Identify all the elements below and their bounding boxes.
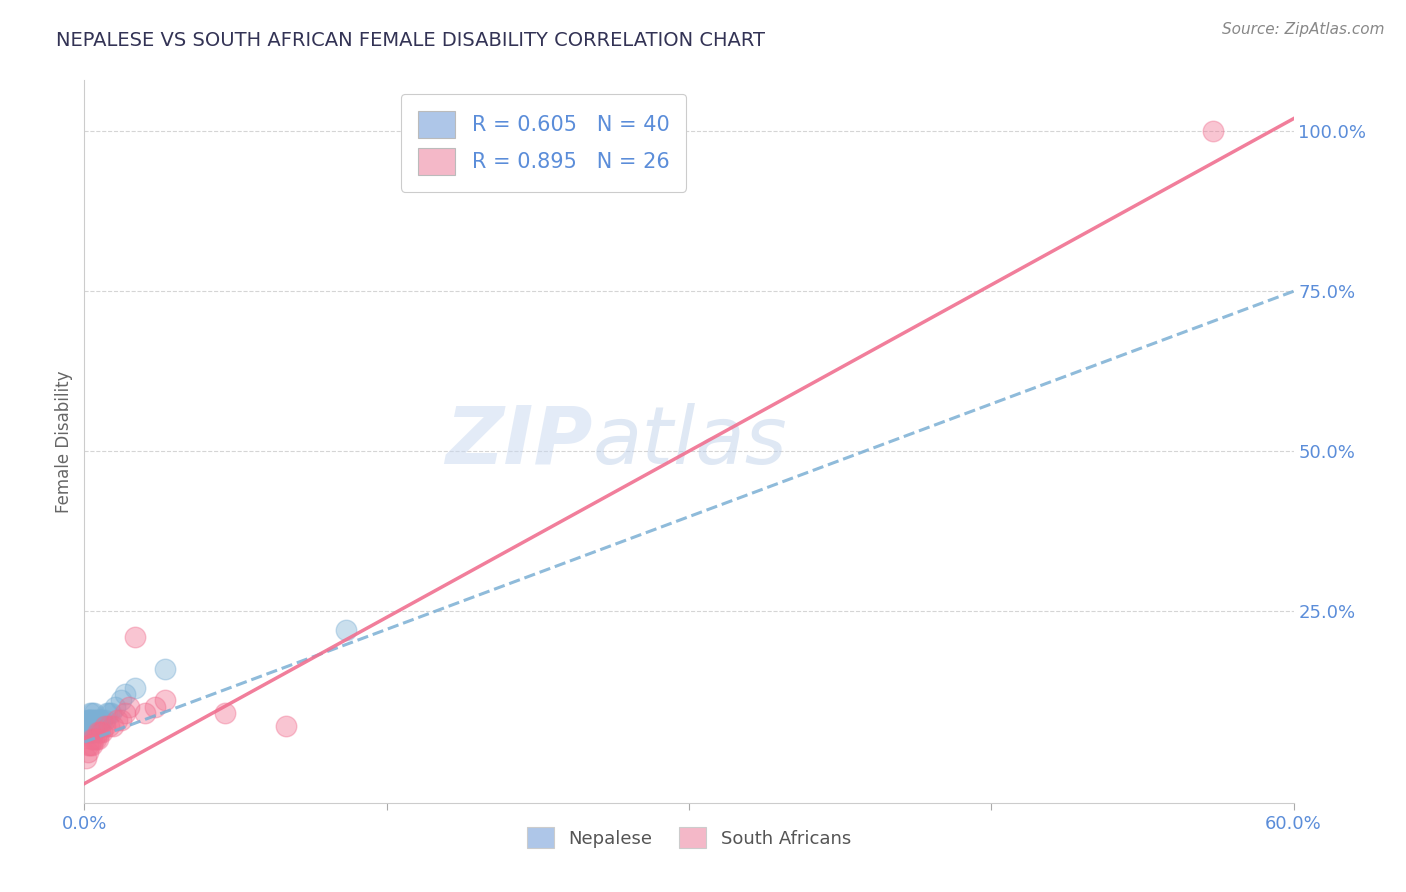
- Point: [93, 713, 115, 727]
- Point: [91, 713, 114, 727]
- Point: [75, 719, 97, 733]
- Point: [97, 719, 120, 733]
- Point: [110, 713, 132, 727]
- Point: [82, 738, 104, 752]
- Point: [83, 731, 105, 746]
- Point: [100, 706, 122, 721]
- Point: [86, 719, 108, 733]
- Point: [91, 725, 114, 739]
- Point: [134, 706, 156, 721]
- Point: [118, 699, 141, 714]
- Point: [83, 706, 105, 721]
- Point: [87, 713, 110, 727]
- Point: [83, 719, 105, 733]
- Point: [110, 693, 132, 707]
- Point: [114, 687, 136, 701]
- Y-axis label: Female Disability: Female Disability: [55, 370, 73, 513]
- Point: [79, 738, 101, 752]
- Point: [89, 719, 111, 733]
- Point: [79, 713, 101, 727]
- Text: atlas: atlas: [592, 402, 787, 481]
- Point: [82, 706, 104, 721]
- Point: [82, 731, 104, 746]
- Point: [86, 713, 108, 727]
- Point: [89, 713, 111, 727]
- Point: [75, 751, 97, 765]
- Point: [143, 699, 166, 714]
- Point: [153, 661, 176, 675]
- Point: [77, 738, 100, 752]
- Point: [105, 713, 128, 727]
- Point: [87, 731, 110, 746]
- Point: [86, 719, 108, 733]
- Point: [77, 713, 100, 727]
- Point: [87, 719, 110, 733]
- Point: [101, 719, 124, 733]
- Point: [1202, 124, 1225, 138]
- Point: [104, 699, 127, 714]
- Point: [89, 725, 111, 739]
- Point: [83, 725, 105, 739]
- Point: [83, 713, 105, 727]
- Point: [79, 725, 101, 739]
- Point: [82, 719, 104, 733]
- Point: [77, 719, 100, 733]
- Point: [77, 725, 100, 739]
- Point: [79, 706, 101, 721]
- Point: [77, 745, 100, 759]
- Point: [82, 725, 104, 739]
- Point: [97, 706, 120, 721]
- Point: [75, 719, 97, 733]
- Text: NEPALESE VS SOUTH AFRICAN FEMALE DISABILITY CORRELATION CHART: NEPALESE VS SOUTH AFRICAN FEMALE DISABIL…: [56, 31, 765, 50]
- Point: [335, 623, 357, 637]
- Point: [87, 725, 110, 739]
- Text: ZIP: ZIP: [444, 402, 592, 481]
- Point: [77, 713, 100, 727]
- Point: [214, 706, 236, 721]
- Point: [124, 630, 146, 644]
- Text: Source: ZipAtlas.com: Source: ZipAtlas.com: [1222, 22, 1385, 37]
- Point: [75, 725, 97, 739]
- Point: [114, 706, 136, 721]
- Point: [79, 719, 101, 733]
- Point: [86, 731, 108, 746]
- Point: [82, 713, 104, 727]
- Point: [153, 693, 176, 707]
- Point: [96, 706, 118, 721]
- Point: [124, 681, 146, 695]
- Point: [79, 719, 101, 733]
- Point: [82, 719, 104, 733]
- Legend: Nepalese, South Africans: Nepalese, South Africans: [520, 820, 858, 855]
- Point: [93, 719, 115, 733]
- Point: [274, 719, 297, 733]
- Point: [79, 713, 101, 727]
